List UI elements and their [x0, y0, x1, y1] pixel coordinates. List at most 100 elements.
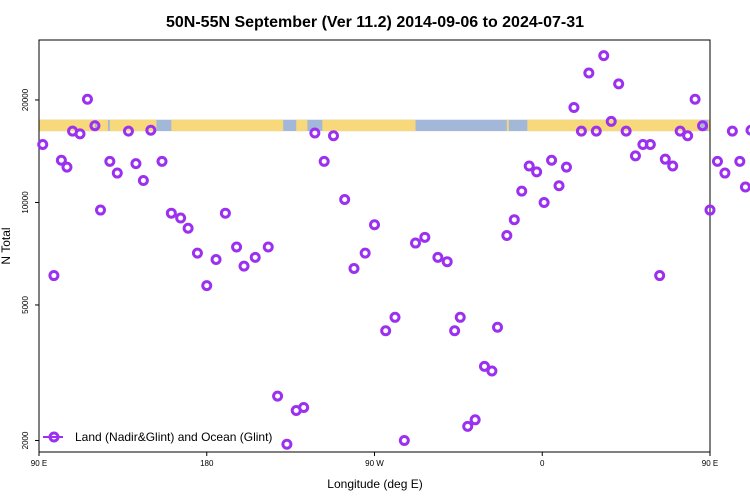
- data-point-0-58: [546, 154, 558, 166]
- data-point-0-44: [441, 256, 453, 268]
- data-point-0-31: [309, 127, 321, 139]
- data-point-0-53: [508, 214, 520, 226]
- data-point-0-84: [739, 181, 750, 193]
- data-point-0-20: [201, 280, 213, 292]
- data-point-0-35: [348, 262, 360, 274]
- legend: Land (Nadir&Glint) and Ocean (Glint): [43, 430, 272, 444]
- data-point-0-79: [704, 204, 716, 216]
- map-band-land-2: [109, 119, 157, 132]
- data-point-0-36: [359, 247, 371, 259]
- data-point-0-32: [318, 155, 330, 167]
- data-point-0-49: [478, 360, 490, 372]
- data-point-0-78: [697, 120, 709, 132]
- data-point-0-8: [95, 204, 107, 216]
- data-point-0-14: [145, 124, 157, 136]
- data-point-0-81: [719, 167, 731, 179]
- y-axis: 2000 5000 10000 20000: [21, 88, 39, 449]
- data-point-0-15: [156, 155, 168, 167]
- data-point-0-60: [560, 161, 572, 173]
- y-tick-label-1: 5000: [21, 296, 30, 314]
- data-point-0-82: [726, 125, 738, 137]
- y-tick-label-3: 20000: [21, 88, 30, 111]
- data-point-0-37: [369, 219, 380, 231]
- plot-area: [38, 39, 711, 453]
- data-point-0-61: [568, 102, 580, 114]
- data-point-0-39: [389, 311, 401, 323]
- data-point-0-2: [55, 154, 67, 166]
- data-point-0-85: [745, 124, 750, 136]
- data-point-0-73: [659, 153, 671, 165]
- data-point-0-46: [454, 311, 466, 323]
- x-tick-label-2: 90 W: [365, 459, 384, 468]
- y-tick-label-2: 10000: [21, 191, 30, 214]
- x-tick-label-1: 180: [200, 459, 214, 468]
- data-point-0-12: [130, 158, 142, 170]
- map-band-land-3: [171, 119, 284, 132]
- data-point-0-25: [249, 251, 261, 263]
- map-band-land-4: [296, 119, 308, 132]
- data-point-0-54: [516, 185, 528, 197]
- data-point-0-6: [81, 93, 93, 105]
- map-band-land-0: [39, 119, 95, 132]
- data-point-0-75: [674, 125, 686, 137]
- data-point-0-56: [531, 166, 543, 178]
- data-point-0-3: [61, 161, 73, 173]
- data-point-0-52: [501, 229, 513, 241]
- data-point-0-38: [380, 325, 392, 337]
- data-points: [37, 50, 750, 450]
- data-point-0-16: [165, 207, 177, 219]
- data-point-0-19: [191, 247, 203, 259]
- legend-label: Land (Nadir&Glint) and Ocean (Glint): [75, 430, 272, 444]
- map-band-land-5: [322, 119, 416, 132]
- data-point-0-33: [327, 130, 339, 142]
- data-point-0-9: [104, 155, 116, 167]
- data-point-0-42: [419, 231, 431, 243]
- data-point-0-22: [219, 207, 231, 219]
- data-point-0-67: [613, 78, 625, 90]
- y-tick-label-0: 2000: [21, 431, 30, 449]
- data-point-0-45: [449, 325, 461, 337]
- data-point-0-80: [711, 155, 723, 167]
- map-band-land-1: [96, 119, 108, 132]
- data-point-0-11: [122, 125, 134, 137]
- map-band-land-6: [506, 119, 509, 132]
- data-point-0-24: [238, 260, 250, 272]
- data-point-0-55: [523, 160, 535, 172]
- data-point-0-48: [469, 414, 481, 426]
- data-point-0-10: [111, 167, 123, 179]
- data-point-0-57: [538, 196, 550, 208]
- plot-frame: [38, 39, 711, 453]
- data-point-0-27: [272, 390, 284, 402]
- x-tick-label-4: 90 E: [702, 459, 718, 468]
- data-point-0-13: [137, 175, 149, 187]
- data-point-0-26: [262, 241, 274, 253]
- data-point-0-59: [553, 180, 565, 192]
- data-point-0-30: [298, 401, 310, 413]
- data-point-0-77: [689, 93, 701, 105]
- x-axis: 90 E 180 90 W 0 90 E: [31, 452, 718, 468]
- data-point-0-68: [620, 125, 632, 137]
- data-point-0-1: [48, 270, 60, 282]
- data-point-0-65: [598, 50, 610, 62]
- map-band-land-8: [708, 119, 710, 132]
- data-point-0-40: [398, 434, 410, 446]
- data-point-0-72: [654, 270, 666, 282]
- data-point-0-64: [590, 125, 602, 137]
- y-axis-label: N Total: [0, 227, 13, 264]
- data-point-0-71: [644, 138, 656, 150]
- data-point-0-0: [37, 138, 49, 150]
- data-point-0-66: [605, 115, 617, 127]
- data-point-0-43: [432, 251, 444, 263]
- data-point-0-7: [89, 120, 101, 132]
- data-point-0-76: [682, 130, 694, 142]
- data-point-0-51: [492, 321, 504, 333]
- data-point-0-62: [575, 125, 587, 137]
- data-point-0-47: [462, 420, 474, 432]
- data-point-0-18: [182, 222, 194, 234]
- data-point-0-23: [231, 241, 243, 253]
- data-point-0-28: [281, 438, 293, 450]
- data-point-0-69: [629, 150, 641, 162]
- data-point-0-17: [175, 212, 187, 224]
- data-point-0-5: [74, 128, 86, 140]
